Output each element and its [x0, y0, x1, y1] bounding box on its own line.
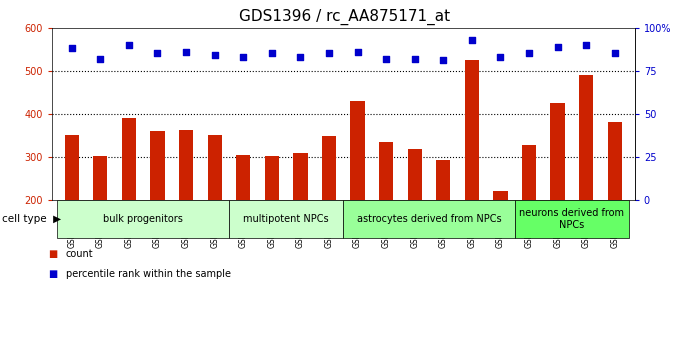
Point: [524, 51, 535, 56]
Bar: [265, 156, 279, 286]
Bar: [379, 142, 393, 286]
Bar: [351, 101, 365, 286]
Text: ■: ■: [48, 249, 57, 258]
Point: [324, 51, 335, 56]
Bar: [57, 200, 229, 238]
Bar: [493, 191, 508, 286]
Point: [466, 37, 477, 42]
Point: [209, 52, 220, 58]
Point: [495, 54, 506, 60]
Point: [352, 49, 363, 55]
Point: [238, 54, 249, 60]
Bar: [344, 200, 515, 238]
Point: [295, 54, 306, 60]
Bar: [551, 103, 565, 286]
Point: [124, 42, 135, 48]
Bar: [236, 155, 250, 286]
Text: multipotent NPCs: multipotent NPCs: [244, 214, 329, 224]
Point: [152, 51, 163, 56]
Bar: [408, 149, 422, 286]
Bar: [150, 131, 165, 286]
Bar: [229, 200, 344, 238]
Bar: [436, 160, 451, 286]
Text: ■: ■: [48, 269, 57, 279]
Bar: [522, 145, 536, 286]
Text: neurons derived from
NPCs: neurons derived from NPCs: [520, 208, 624, 230]
Bar: [179, 130, 193, 286]
Point: [181, 49, 192, 55]
Bar: [293, 152, 308, 286]
Text: cell type  ▶: cell type ▶: [2, 214, 61, 224]
Text: astrocytes derived from NPCs: astrocytes derived from NPCs: [357, 214, 502, 224]
Text: bulk progenitors: bulk progenitors: [104, 214, 183, 224]
Bar: [579, 75, 593, 286]
Bar: [65, 136, 79, 286]
Bar: [121, 118, 136, 286]
Point: [609, 51, 620, 56]
Point: [552, 44, 563, 49]
Point: [66, 46, 77, 51]
Point: [381, 56, 392, 61]
Text: GDS1396 / rc_AA875171_at: GDS1396 / rc_AA875171_at: [239, 9, 451, 25]
Bar: [465, 60, 479, 286]
Bar: [515, 200, 629, 238]
Text: count: count: [66, 249, 93, 258]
Text: percentile rank within the sample: percentile rank within the sample: [66, 269, 230, 279]
Point: [437, 58, 448, 63]
Bar: [93, 156, 108, 286]
Point: [266, 51, 277, 56]
Bar: [322, 136, 336, 286]
Bar: [208, 136, 221, 286]
Point: [581, 42, 592, 48]
Point: [95, 56, 106, 61]
Bar: [608, 122, 622, 286]
Point: [409, 56, 420, 61]
